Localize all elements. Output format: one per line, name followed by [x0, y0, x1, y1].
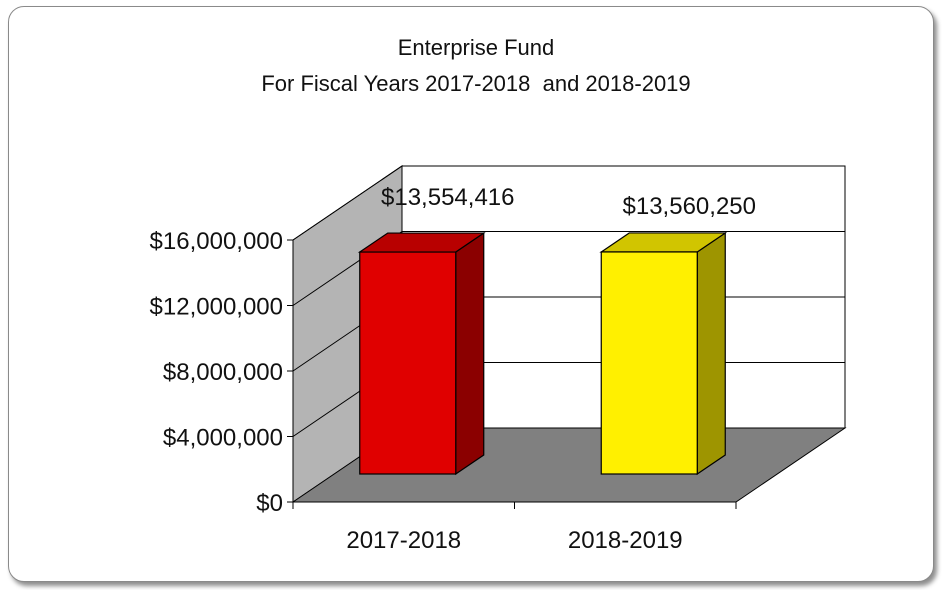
gridline	[292, 165, 845, 241]
bar-side	[696, 231, 726, 476]
plot-area: $0 $4,000,000 $8,000,000 $12,000,000 $16,000…	[150, 165, 847, 554]
bar	[359, 251, 457, 475]
bar-side	[455, 231, 485, 476]
data-label: $13,560,250	[623, 193, 756, 220]
x-tick-label: 2018-2019	[568, 527, 683, 554]
gridline	[292, 231, 845, 306]
chart-title-line-2: For Fiscal Years 2017-2018 and 2018-2019	[261, 71, 690, 96]
x-tick-label: 2017-2018	[346, 527, 461, 554]
y-tick-label: $16,000,000	[150, 228, 283, 255]
y-tick-label: $4,000,000	[163, 425, 283, 452]
chart-title-line-1: Enterprise Fund	[398, 35, 555, 60]
data-label: $13,554,416	[381, 184, 514, 211]
y-tick-label: $8,000,000	[163, 359, 283, 386]
y-tick-label: $0	[256, 490, 283, 517]
bar	[600, 251, 698, 475]
y-tick-label: $12,000,000	[150, 294, 283, 321]
